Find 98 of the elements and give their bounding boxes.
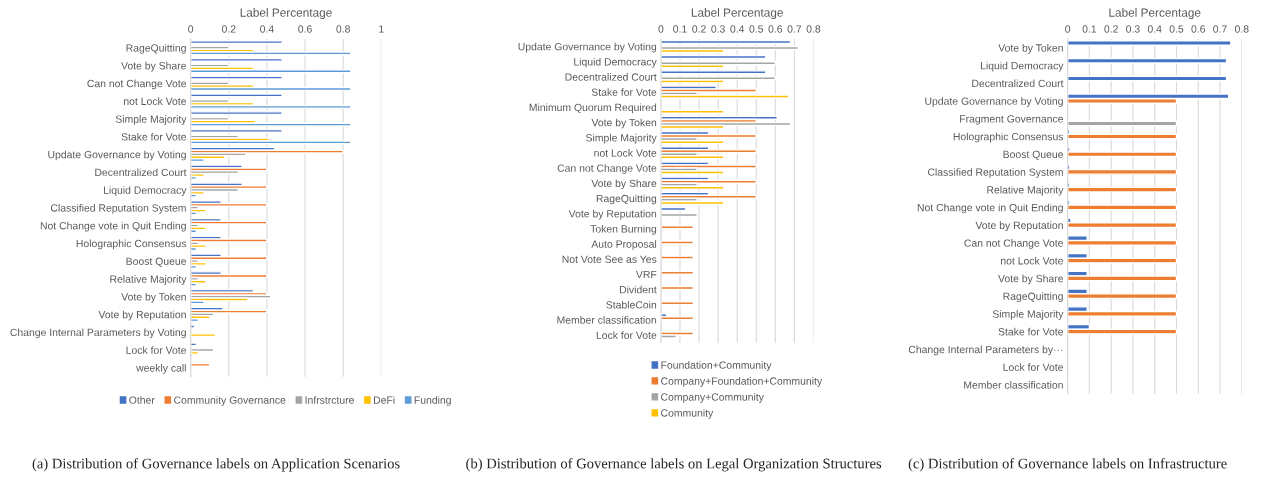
y-tick-label: Vote by Reputation bbox=[98, 310, 186, 321]
x-tick-label: 0.2 bbox=[221, 25, 236, 33]
x-tick-label: 0.3 bbox=[711, 25, 725, 33]
y-tick-label: Liquid Democracy bbox=[980, 61, 1064, 72]
y-tick-label: Relative Majority bbox=[987, 185, 1064, 196]
y-tick-label: Vote by Token bbox=[121, 292, 186, 303]
legend-label: Community bbox=[661, 409, 714, 419]
x-axis-title: Label Percentage bbox=[240, 8, 332, 20]
y-tick-label: Vote by Share bbox=[998, 274, 1064, 285]
y-tick-label: Stake for Vote bbox=[591, 88, 657, 96]
legend-label: Infrstrcture bbox=[305, 396, 354, 404]
y-tick-label: Stake for Vote bbox=[121, 132, 187, 141]
y-tick-label: Simple Majority bbox=[586, 133, 657, 144]
legend-label: DeFi bbox=[374, 396, 395, 404]
y-tick-label: Can not Change Vote bbox=[557, 164, 657, 174]
y-tick-label: Vote by Token bbox=[591, 118, 657, 129]
y-tick-label: Not Vote See as Yes bbox=[562, 255, 657, 263]
x-tick-label: 0.7 bbox=[1213, 25, 1227, 33]
y-tick-label: Can not Change Vote bbox=[964, 239, 1064, 249]
y-tick-label: Change Internal Parameters by Voting bbox=[10, 328, 186, 339]
y-tick-label: Classified Reputation System bbox=[50, 203, 186, 214]
y-tick-label: Update Governance by Voting bbox=[925, 97, 1063, 107]
y-tick-label: RageQuitting bbox=[126, 43, 186, 54]
y-tick-label: Can not Change Vote bbox=[87, 79, 187, 90]
x-tick-label: 0.8 bbox=[1234, 25, 1249, 33]
y-tick-label: Member classification bbox=[964, 381, 1063, 389]
y-tick-label: not Lock Vote bbox=[124, 97, 187, 105]
y-tick-label: Minimum Quorum Required bbox=[529, 103, 657, 114]
y-tick-label: Simple Majority bbox=[992, 310, 1064, 320]
y-tick-label: Classified Reputation System bbox=[927, 168, 1063, 178]
x-tick-label: 0.2 bbox=[692, 25, 706, 33]
x-tick-label: 0.5 bbox=[749, 25, 764, 33]
y-tick-label: Stake for Vote bbox=[998, 327, 1064, 336]
y-tick-label: Member classification bbox=[557, 316, 657, 324]
y-tick-label: Update Governance by Voting bbox=[518, 42, 657, 53]
legend-label: Company+Community bbox=[661, 393, 764, 403]
legend-label: Funding bbox=[414, 396, 451, 406]
x-tick-label: 0.1 bbox=[673, 25, 687, 33]
text: (a) Distribution of Governance labels on Application Scenarios bbox=[32, 458, 400, 472]
legend-label: Company+Foundation+Community bbox=[661, 377, 823, 387]
x-tick-label: 0.8 bbox=[336, 25, 350, 33]
x-tick-label: 0.2 bbox=[1104, 25, 1118, 33]
x-tick-label: 0.1 bbox=[1082, 25, 1097, 33]
y-tick-label: Vote by Reputation bbox=[568, 209, 657, 220]
y-tick-label: Divident bbox=[619, 285, 657, 294]
y-tick-label: Decentralized Court bbox=[565, 73, 657, 81]
y-tick-label: Token Burning bbox=[590, 224, 657, 235]
y-tick-label: Not Change vote in Quit Ending bbox=[40, 221, 186, 232]
y-tick-label: Liquid Democracy bbox=[103, 186, 187, 196]
y-tick-label: Vote by Share bbox=[121, 61, 187, 72]
text: (b) Distribution of Governance labels on Legal Organization Structures bbox=[466, 458, 882, 472]
y-tick-label: RageQuitting bbox=[596, 194, 657, 205]
y-tick-label: StableCoin bbox=[606, 300, 657, 309]
x-tick-label: 0 bbox=[188, 25, 194, 33]
y-tick-label: Change Internal Parameters by··· bbox=[908, 345, 1063, 356]
x-tick-label: 0.6 bbox=[1191, 25, 1206, 33]
y-tick-label: Simple Majority bbox=[115, 115, 187, 125]
y-tick-label: Vote by Token bbox=[998, 43, 1063, 54]
y-tick-label: Lock for Vote bbox=[1003, 363, 1064, 371]
y-tick-label: Holographic Consensus bbox=[76, 239, 187, 250]
x-tick-label: 0.4 bbox=[730, 25, 745, 33]
y-tick-label: RageQuitting bbox=[1003, 292, 1063, 303]
legend-label: Community Governance bbox=[174, 396, 286, 406]
x-tick-label: 1 bbox=[379, 25, 384, 33]
x-tick-label: 0 bbox=[658, 25, 664, 33]
legend-label: Other bbox=[129, 396, 155, 404]
y-tick-label: Vote by Share bbox=[591, 179, 657, 190]
x-axis-title: Label Percentage bbox=[691, 8, 783, 20]
y-tick-label: not Lock Vote bbox=[594, 149, 657, 157]
y-tick-label: Lock for Vote bbox=[126, 346, 187, 354]
y-tick-label: Not Change vote in Quit Ending bbox=[917, 203, 1063, 214]
y-tick-label: Boost Queue bbox=[126, 257, 187, 267]
y-tick-label: Fragment Governance bbox=[960, 115, 1064, 125]
text: (c) Distribution of Governance labels on Infrastructure bbox=[908, 458, 1227, 472]
y-tick-label: not Lock Vote bbox=[1001, 256, 1064, 265]
y-tick-label: weekly call bbox=[136, 363, 186, 374]
y-tick-label: VRF bbox=[635, 270, 657, 279]
y-tick-label: Boost Queue bbox=[1003, 150, 1064, 160]
y-tick-label: Holographic Consensus bbox=[953, 132, 1064, 143]
y-tick-label: Auto Proposal bbox=[591, 240, 657, 250]
y-tick-label: Update Governance by Voting bbox=[48, 150, 186, 161]
x-tick-label: 0.7 bbox=[787, 25, 802, 33]
x-tick-label: 0.3 bbox=[1126, 25, 1140, 33]
legend-label: Foundation+Community bbox=[661, 361, 772, 371]
x-tick-label: 0.6 bbox=[298, 25, 312, 33]
x-tick-label: 0.4 bbox=[1147, 25, 1162, 33]
x-tick-label: 0 bbox=[1065, 25, 1071, 33]
x-tick-label: 0.5 bbox=[1169, 25, 1184, 33]
y-tick-label: Decentralized Court bbox=[95, 168, 187, 177]
x-tick-label: 0.4 bbox=[260, 25, 274, 33]
y-tick-label: Lock for Vote bbox=[596, 331, 657, 339]
y-tick-label: Vote by Reputation bbox=[975, 221, 1063, 232]
y-tick-label: Relative Majority bbox=[110, 275, 187, 285]
x-tick-label: 0.6 bbox=[768, 25, 783, 33]
y-tick-label: Liquid Democracy bbox=[574, 57, 657, 68]
x-tick-label: 0.8 bbox=[806, 25, 821, 33]
x-axis-title: Label Percentage bbox=[1109, 8, 1201, 20]
y-tick-label: Decentralized Court bbox=[972, 79, 1064, 88]
